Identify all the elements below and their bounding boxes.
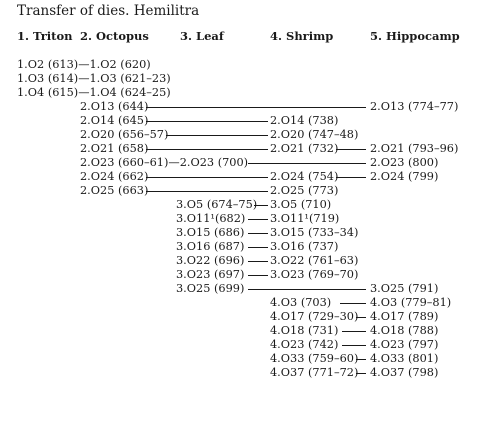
die-entry-hippocamp: 3.O25 (791) bbox=[370, 282, 439, 295]
die-entry-shrimp: 4.O23 (742) bbox=[270, 338, 339, 351]
die-entry-shrimp: 4.O37 (771–72) bbox=[270, 366, 359, 379]
die-entry-leaf: 3.O16 (687) bbox=[176, 240, 245, 253]
die-entry-octopus: 2.O13 (644) bbox=[80, 100, 149, 113]
die-entry-hippocamp: 2.O23 (800) bbox=[370, 156, 439, 169]
transfer-line bbox=[248, 219, 268, 220]
transfer-line bbox=[146, 107, 366, 108]
column-header-triton: 1. Triton bbox=[17, 29, 73, 43]
die-chain: 2.O23 (660–61)—2.O23 (700) bbox=[80, 156, 249, 169]
die-entry-hippocamp: 4.O3 (779–81) bbox=[370, 296, 452, 309]
column-header-leaf: 3. Leaf bbox=[180, 29, 224, 43]
die-entry-shrimp: 2.O25 (773) bbox=[270, 184, 339, 197]
transfer-line bbox=[146, 177, 268, 178]
die-entry-hippocamp: 4.O18 (788) bbox=[370, 324, 439, 337]
die-entry-shrimp: 4.O33 (759–60) bbox=[270, 352, 359, 365]
column-header-octopus: 2. Octopus bbox=[80, 29, 149, 43]
transfer-line bbox=[340, 303, 366, 304]
die-entry-leaf: 3.O22 (696) bbox=[176, 254, 245, 267]
die-entry-shrimp: 3.O22 (761–63) bbox=[270, 254, 359, 267]
transfer-line bbox=[254, 205, 268, 206]
transfer-line bbox=[166, 135, 268, 136]
die-entry-hippocamp: 2.O24 (799) bbox=[370, 170, 439, 183]
transfer-line bbox=[248, 247, 268, 248]
die-entry-hippocamp: 4.O33 (801) bbox=[370, 352, 439, 365]
die-entry-shrimp: 3.O11¹(719) bbox=[270, 212, 340, 225]
die-entry-octopus: 2.O20 (656–57) bbox=[80, 128, 169, 141]
transfer-line bbox=[146, 191, 268, 192]
die-chain: 1.O2 (613)—1.O2 (620) bbox=[17, 58, 151, 71]
die-entry-leaf: 3.O5 (674–75) bbox=[176, 198, 258, 211]
die-entry-shrimp: 3.O23 (769–70) bbox=[270, 268, 359, 281]
die-entry-octopus: 2.O21 (658) bbox=[80, 142, 149, 155]
column-header-shrimp: 4. Shrimp bbox=[270, 29, 334, 43]
table-title: Transfer of dies. Hemilitra bbox=[17, 3, 200, 19]
die-entry-hippocamp: 2.O21 (793–96) bbox=[370, 142, 459, 155]
die-entry-octopus: 2.O14 (645) bbox=[80, 114, 149, 127]
transfer-line bbox=[356, 359, 366, 360]
die-entry-shrimp: 4.O3 (703) bbox=[270, 296, 332, 309]
die-entry-shrimp: 4.O18 (731) bbox=[270, 324, 339, 337]
die-entry-shrimp: 2.O14 (738) bbox=[270, 114, 339, 127]
die-entry-shrimp: 4.O17 (729–30) bbox=[270, 310, 359, 323]
die-entry-octopus: 2.O24 (662) bbox=[80, 170, 149, 183]
transfer-line bbox=[336, 149, 366, 150]
die-entry-shrimp: 3.O16 (737) bbox=[270, 240, 339, 253]
die-entry-leaf: 3.O25 (699) bbox=[176, 282, 245, 295]
column-header-hippocamp: 5. Hippocamp bbox=[370, 29, 460, 43]
transfer-line bbox=[248, 233, 268, 234]
transfer-line bbox=[248, 261, 268, 262]
die-entry-hippocamp: 4.O23 (797) bbox=[370, 338, 439, 351]
die-entry-shrimp: 2.O24 (754) bbox=[270, 170, 339, 183]
transfer-line bbox=[342, 331, 366, 332]
transfer-line bbox=[248, 163, 366, 164]
transfer-line bbox=[146, 121, 268, 122]
die-entry-hippocamp: 2.O13 (774–77) bbox=[370, 100, 459, 113]
die-entry-shrimp: 2.O21 (732) bbox=[270, 142, 339, 155]
die-entry-shrimp: 3.O15 (733–34) bbox=[270, 226, 359, 239]
die-chain: 1.O4 (615)—1.O4 (624–25) bbox=[17, 86, 171, 99]
transfer-line bbox=[336, 177, 366, 178]
transfer-line bbox=[342, 345, 366, 346]
die-entry-hippocamp: 4.O37 (798) bbox=[370, 366, 439, 379]
transfer-line bbox=[356, 373, 366, 374]
transfer-line bbox=[146, 149, 268, 150]
transfer-line bbox=[248, 275, 268, 276]
transfer-line bbox=[248, 289, 366, 290]
die-chain: 1.O3 (614)—1.O3 (621–23) bbox=[17, 72, 171, 85]
die-entry-leaf: 3.O15 (686) bbox=[176, 226, 245, 239]
transfer-line bbox=[356, 317, 366, 318]
die-entry-leaf: 3.O11¹(682) bbox=[176, 212, 246, 225]
die-entry-hippocamp: 4.O17 (789) bbox=[370, 310, 439, 323]
die-entry-leaf: 3.O23 (697) bbox=[176, 268, 245, 281]
die-entry-shrimp: 3.O5 (710) bbox=[270, 198, 332, 211]
die-entry-octopus: 2.O25 (663) bbox=[80, 184, 149, 197]
die-entry-shrimp: 2.O20 (747–48) bbox=[270, 128, 359, 141]
